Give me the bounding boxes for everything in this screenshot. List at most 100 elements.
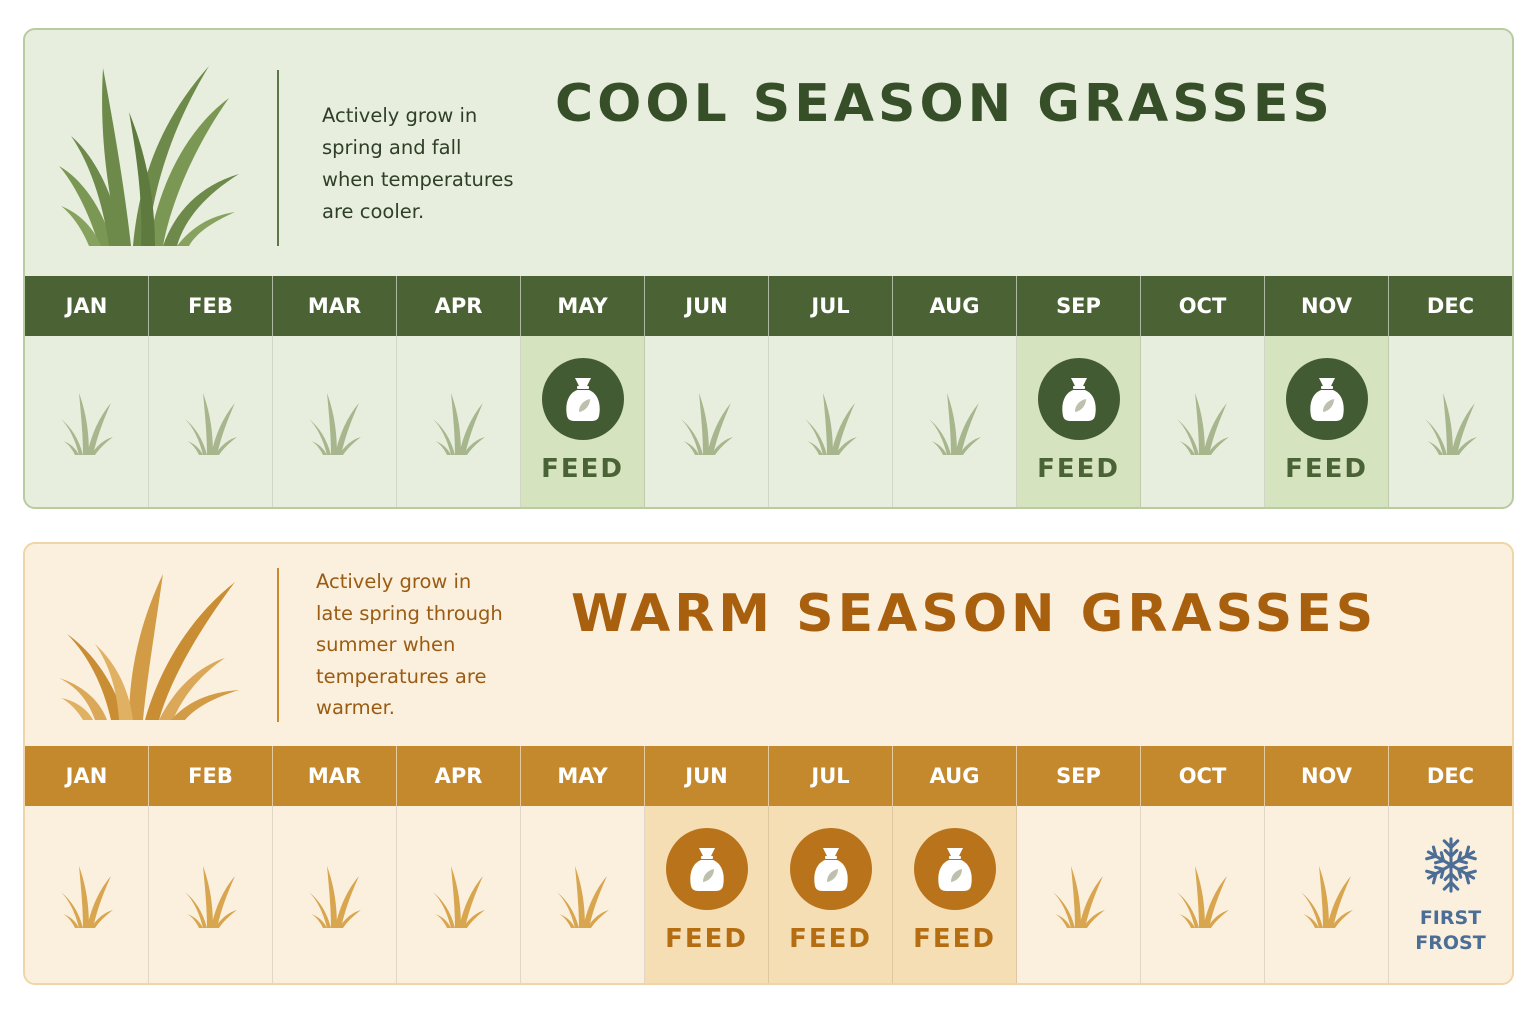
grass-icon <box>308 392 361 455</box>
month-cell-may <box>521 806 645 983</box>
month-cell-mar <box>273 806 397 983</box>
fertilizer-bag-icon <box>1309 378 1344 421</box>
month-label-mar: MAR <box>273 276 397 336</box>
month-label-mar: MAR <box>273 746 397 806</box>
feed-badge <box>665 828 748 910</box>
month-cell-nov: FEED <box>1265 336 1389 507</box>
feed-label: FEED <box>789 924 872 954</box>
feed-badge <box>789 828 872 910</box>
grass-icon <box>184 392 237 455</box>
warm-month-bar: JAN FEB MAR APR MAY JUN JUL AUG SEP OCT … <box>25 746 1512 806</box>
month-cell-feb <box>149 336 273 507</box>
month-label-jul: JUL <box>769 746 893 806</box>
month-label-feb: FEB <box>149 746 273 806</box>
cool-season-title: COOL SEASON GRASSES <box>555 74 1334 134</box>
feed-badge <box>913 828 996 910</box>
first-frost-label: FIRST FROST <box>1415 906 1485 956</box>
grass-tuft-icon <box>59 66 239 246</box>
cool-month-cells: FEED FEED FEED <box>25 336 1512 507</box>
feed-marker: FEED <box>1265 358 1388 484</box>
month-label-apr: APR <box>397 276 521 336</box>
month-cell-aug <box>893 336 1017 507</box>
fertilizer-bag-icon <box>689 848 724 891</box>
description-line: spring and fall <box>322 136 462 159</box>
month-label-jul: JUL <box>769 276 893 336</box>
feed-label: FEED <box>665 924 748 954</box>
month-label-jan: JAN <box>25 746 149 806</box>
month-label-jan: JAN <box>25 276 149 336</box>
month-label-nov: NOV <box>1265 276 1389 336</box>
cool-season-header: Actively grow in spring and fall when te… <box>25 30 1512 276</box>
month-label-sep: SEP <box>1017 276 1141 336</box>
grass-icon <box>432 865 485 928</box>
snowflake-icon <box>1424 837 1477 893</box>
month-label-aug: AUG <box>893 276 1017 336</box>
cool-month-bar: JAN FEB MAR APR MAY JUN JUL AUG SEP OCT … <box>25 276 1512 336</box>
month-cell-oct <box>1141 806 1265 983</box>
month-cell-nov <box>1265 806 1389 983</box>
month-cell-jul <box>769 336 893 507</box>
month-cell-mar <box>273 336 397 507</box>
month-cell-may: FEED <box>521 336 645 507</box>
feed-marker: FEED <box>645 828 768 954</box>
month-cell-jan <box>25 336 149 507</box>
grass-icon <box>804 392 857 455</box>
month-label-oct: OCT <box>1141 276 1265 336</box>
grass-icon <box>1300 865 1353 928</box>
description-line: Actively grow in <box>322 104 478 127</box>
grass-icon <box>60 392 113 455</box>
description-line: when temperatures <box>322 168 514 191</box>
warm-season-title: WARM SEASON GRASSES <box>571 584 1378 644</box>
month-cell-feb <box>149 806 273 983</box>
grass-icon <box>308 865 361 928</box>
grass-icon <box>1052 865 1105 928</box>
feed-marker: FEED <box>893 828 1016 954</box>
feed-marker: FEED <box>521 358 644 484</box>
month-label-dec: DEC <box>1426 294 1475 318</box>
header-divider <box>277 70 279 246</box>
month-cell-jun <box>645 336 769 507</box>
grass-tuft-icon <box>59 574 239 720</box>
first-frost-marker: FIRST FROST <box>1389 836 1512 956</box>
month-label-may: MAY <box>521 746 645 806</box>
month-cell-apr <box>397 336 521 507</box>
fertilizer-bag-icon <box>813 848 848 891</box>
feed-badge <box>1285 358 1368 440</box>
grass-icon <box>1424 392 1477 455</box>
month-label-aug: AUG <box>893 746 1017 806</box>
description-line: Actively grow in <box>316 570 472 593</box>
grass-icon <box>184 865 237 928</box>
feed-label: FEED <box>1037 454 1120 484</box>
month-cell-dec: FIRST FROST <box>1389 806 1512 983</box>
grass-icon <box>556 865 609 928</box>
cool-season-description: Actively grow in spring and fall when te… <box>322 100 542 228</box>
warm-season-header: Actively grow in late spring through sum… <box>25 544 1512 746</box>
warm-season-description: Actively grow in late spring through sum… <box>316 566 536 724</box>
grass-icon <box>60 865 113 928</box>
month-label-nov: NOV <box>1265 746 1389 806</box>
feed-label: FEED <box>913 924 996 954</box>
header-divider <box>277 568 279 722</box>
cool-season-panel: Actively grow in spring and fall when te… <box>23 28 1514 509</box>
month-label-feb: FEB <box>149 276 273 336</box>
month-cell-sep: FEED <box>1017 336 1141 507</box>
grass-icon <box>680 392 733 455</box>
month-cell-sep <box>1017 806 1141 983</box>
fertilizer-bag-icon <box>937 848 972 891</box>
description-line: are cooler. <box>322 200 425 223</box>
month-cell-oct <box>1141 336 1265 507</box>
description-line: temperatures are <box>316 664 487 688</box>
feed-marker: FEED <box>1017 358 1140 484</box>
grass-icon <box>1176 392 1229 455</box>
month-cell-jun: FEED <box>645 806 769 983</box>
first-frost-label-line: FIRST <box>1419 907 1482 929</box>
month-label-dec: DEC <box>1426 764 1475 788</box>
month-label-may: MAY <box>521 276 645 336</box>
feed-badge <box>541 358 624 440</box>
description-line: warmer. <box>316 696 395 719</box>
first-frost-label-line: FROST <box>1415 932 1486 954</box>
warm-season-panel: Actively grow in late spring through sum… <box>23 542 1514 985</box>
fertilizer-bag-icon <box>1061 378 1096 421</box>
month-label-oct: OCT <box>1141 746 1265 806</box>
description-line: summer when <box>316 633 456 656</box>
